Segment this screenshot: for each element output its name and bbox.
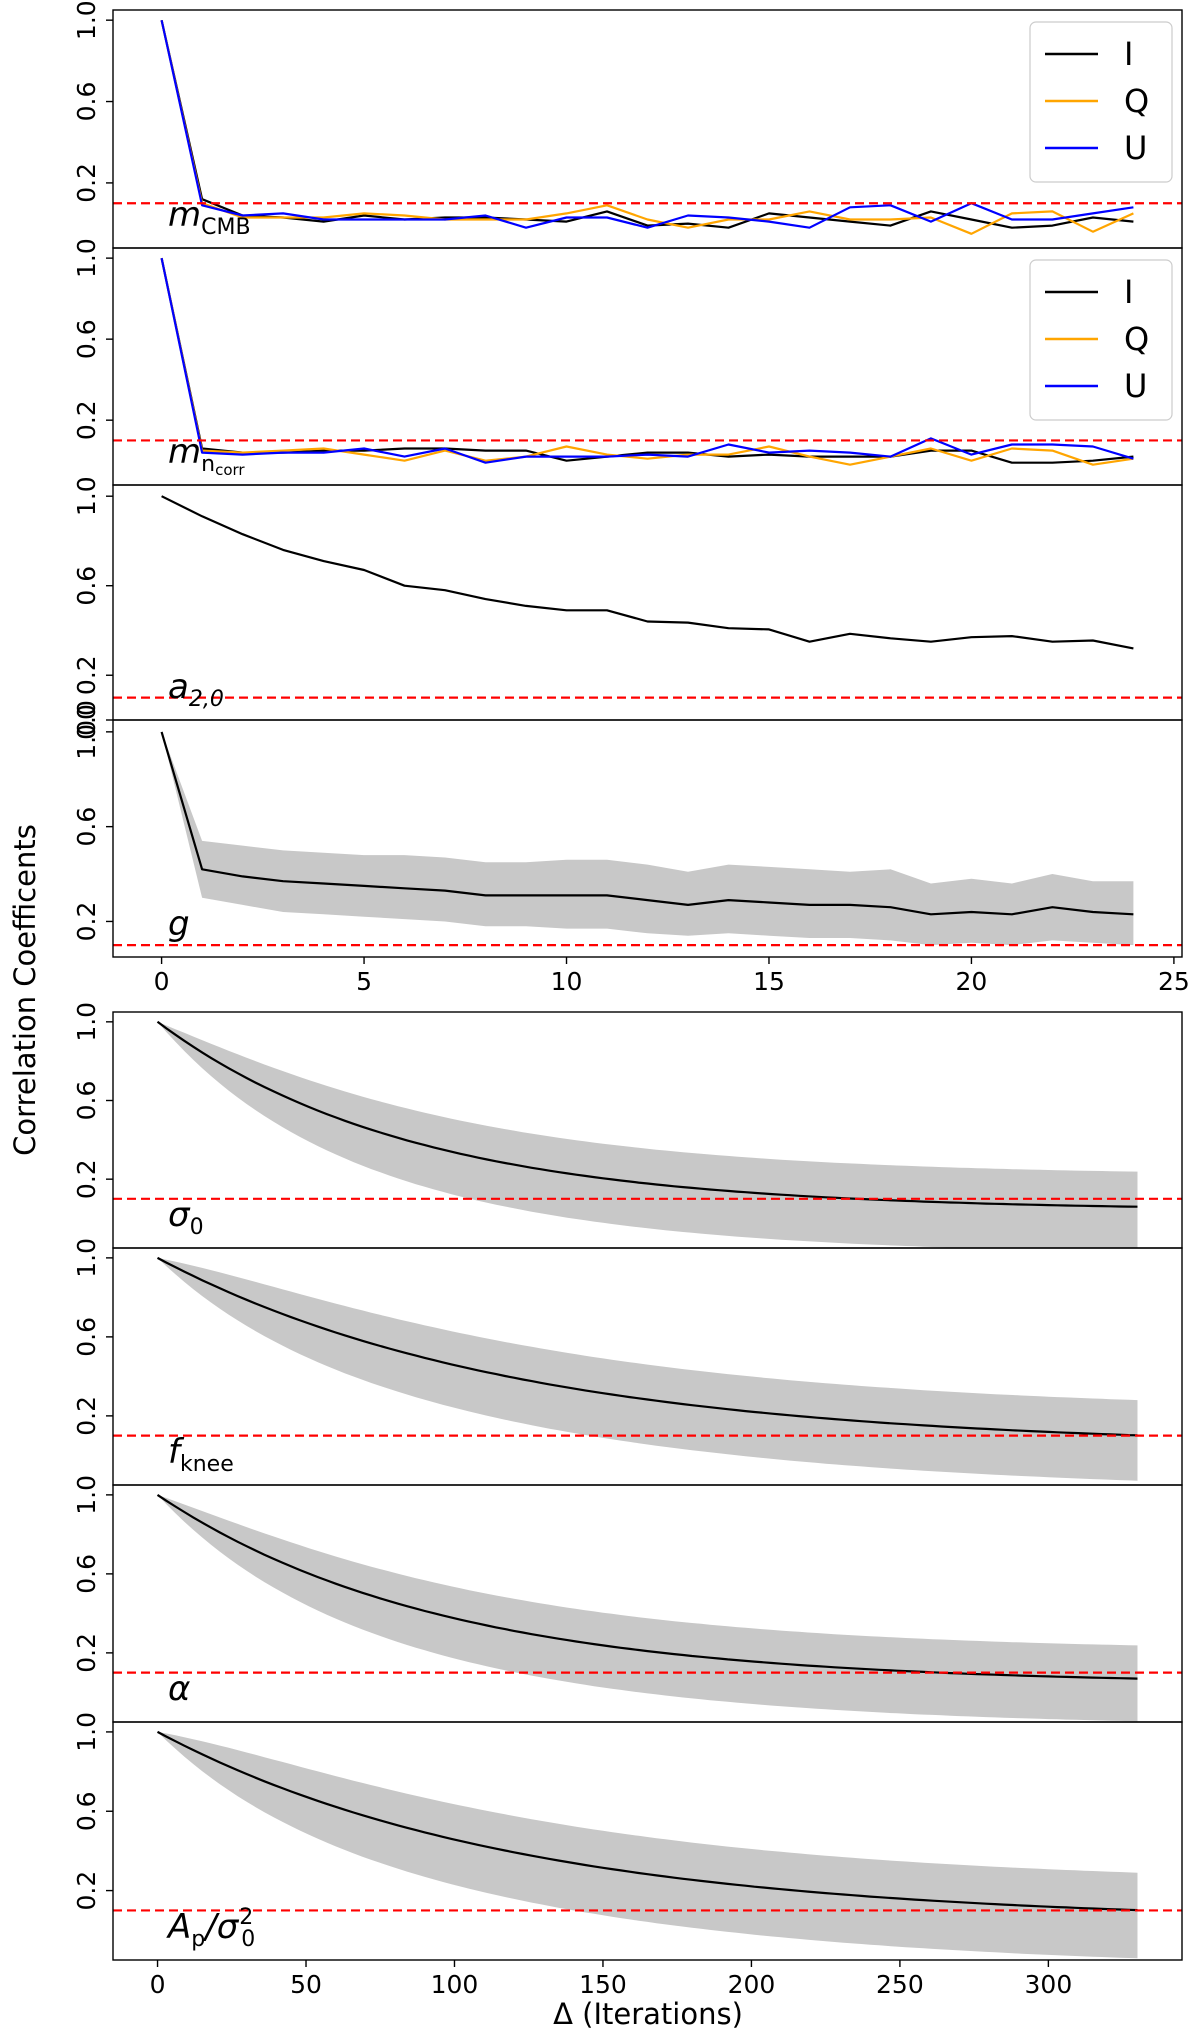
y-tick-label: 1.0 [72, 238, 101, 278]
x-tick-label: 15 [753, 967, 785, 996]
panel-label: α [168, 1669, 190, 1709]
y-tick-label: 1.0 [72, 0, 101, 40]
panel-5: 1.0 0.6 0.2 σ0 [72, 1002, 1183, 1249]
x-tick-label: 200 [728, 1970, 776, 1999]
series-line-I [160, 257, 1134, 464]
y-tick-label: 0.6 [72, 1317, 101, 1357]
y-axis-label: Correlation Coefficents [8, 824, 42, 1156]
y-tick-label: 0.2 [72, 163, 101, 203]
y-tick-label: 0.6 [72, 1554, 101, 1594]
plot-area [160, 731, 1134, 946]
series-line-mean [156, 1020, 1138, 1208]
y-tick-label: 0.2 [72, 1159, 101, 1199]
y-tick-label: 0.6 [72, 82, 101, 122]
y-tick-label: 1.0 [72, 1712, 101, 1752]
plot-area [161, 495, 1134, 650]
y-tick-label: 0.6 [72, 1791, 101, 1831]
plot-area [156, 1493, 1138, 1722]
panel-7: 1.0 0.6 0.2 α [72, 1475, 1183, 1723]
x-tick-label: 100 [431, 1970, 479, 1999]
panel-label: g [168, 904, 190, 944]
panel-label: mncorr [168, 432, 245, 479]
series-line-Q [160, 19, 1134, 235]
y-tick-label: 0.2 [72, 1396, 101, 1436]
panel-1: 1.0 0.6 0.2 mCMB IQU [72, 0, 1183, 249]
x-tick-label: 10 [551, 967, 583, 996]
axes-frame [112, 484, 1183, 721]
x-tick-label: 0 [154, 967, 170, 996]
series-line-I [160, 19, 1134, 229]
plot-area [156, 1730, 1138, 1959]
y-tick-label: 1.0 [72, 1002, 101, 1042]
panel-label: a2,0 [168, 667, 224, 712]
y-tick-label: 0.6 [72, 319, 101, 359]
series-line-mean [156, 1256, 1138, 1437]
x-tick-label: 300 [1025, 1970, 1073, 1999]
uncertainty-band [157, 1021, 1138, 1248]
x-tick-label: 20 [956, 967, 988, 996]
panel-label: fknee [168, 1432, 234, 1477]
plot-area [156, 1020, 1138, 1248]
y-tick-label: 0.6 [72, 807, 101, 847]
y-tick-label: 1.0 [72, 1475, 101, 1515]
series-line-U [160, 19, 1134, 229]
panel-6: 1.0 0.6 0.2 fknee [72, 1238, 1183, 1486]
y-tick-label: 0.2 [72, 400, 101, 440]
y-tick-label: 0.6 [72, 1081, 101, 1121]
legend-box [1029, 259, 1173, 421]
uncertainty-band [161, 731, 1134, 946]
legend-label-I: I [1124, 273, 1133, 311]
series-line-a20 [161, 495, 1134, 650]
uncertainty-band [157, 1494, 1138, 1722]
plot-area [160, 19, 1134, 235]
legend-label-Q: Q [1124, 82, 1149, 120]
x-tick-label: 250 [876, 1970, 924, 1999]
y-tick-label: 1.0 [72, 1238, 101, 1278]
series-line-Q [160, 257, 1134, 466]
series-line-mean [156, 1730, 1138, 1912]
y-tick-label: 0.2 [72, 655, 101, 695]
y-tick-label: 0.2 [72, 1871, 101, 1911]
y-tick-label: 1.0 [72, 476, 101, 516]
panel-label: σ0 [168, 1195, 204, 1240]
plot-area [156, 1256, 1138, 1481]
series-line-mean [160, 731, 1134, 916]
y-tick-label: 0.6 [72, 566, 101, 606]
panels: 1.00.60.2mCMBIQU1.00.60.2mncorrIQU1.00.6… [72, 0, 1190, 1999]
x-tick-label: 50 [290, 1970, 322, 1999]
plot-area [160, 257, 1134, 466]
panel-4: 1.00 0.6 0.2 0 5 10 15 20 25 g [72, 704, 1190, 996]
y-tick-label: 0.2 [72, 902, 101, 942]
y-tick-label: 1.00 [72, 704, 101, 760]
y-tick-label: 0.0 [72, 700, 101, 740]
uncertainty-band [157, 1731, 1138, 1959]
legend-box [1029, 21, 1173, 183]
uncertainty-band [157, 1257, 1138, 1481]
x-tick-label: 5 [356, 967, 372, 996]
legend-label-I: I [1124, 35, 1133, 73]
panel-2: 1.0 0.6 0.2 mncorr IQU [72, 238, 1183, 486]
x-tick-label: 150 [579, 1970, 627, 1999]
axes-frame [112, 1721, 1183, 1961]
panel-label: Ap/σ2 0 [166, 1905, 255, 1952]
legend-label-U: U [1124, 129, 1147, 167]
legend-label-Q: Q [1124, 320, 1149, 358]
x-tick-label: 0 [150, 1970, 166, 1999]
panel-8: 1.0 0.6 0.2 0 50 100 150 200 250 300 Ap/σ2 0 [72, 1712, 1183, 1999]
legend-label-U: U [1124, 367, 1147, 405]
series-line-mean [156, 1493, 1138, 1680]
panel-label: mCMB [168, 195, 251, 240]
panel-3: 1.0 0.6 0.2 0.0 a2,0 [72, 476, 1183, 740]
series-line-U [160, 257, 1134, 464]
x-tick-label: 25 [1158, 967, 1190, 996]
y-tick-label: 0.2 [72, 1633, 101, 1673]
x-axis-label: Δ (Iterations) [553, 1997, 743, 2031]
axes-frame [112, 719, 1183, 958]
